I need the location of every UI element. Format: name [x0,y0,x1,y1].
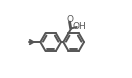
Text: O: O [67,15,74,24]
Text: OH: OH [73,22,87,31]
